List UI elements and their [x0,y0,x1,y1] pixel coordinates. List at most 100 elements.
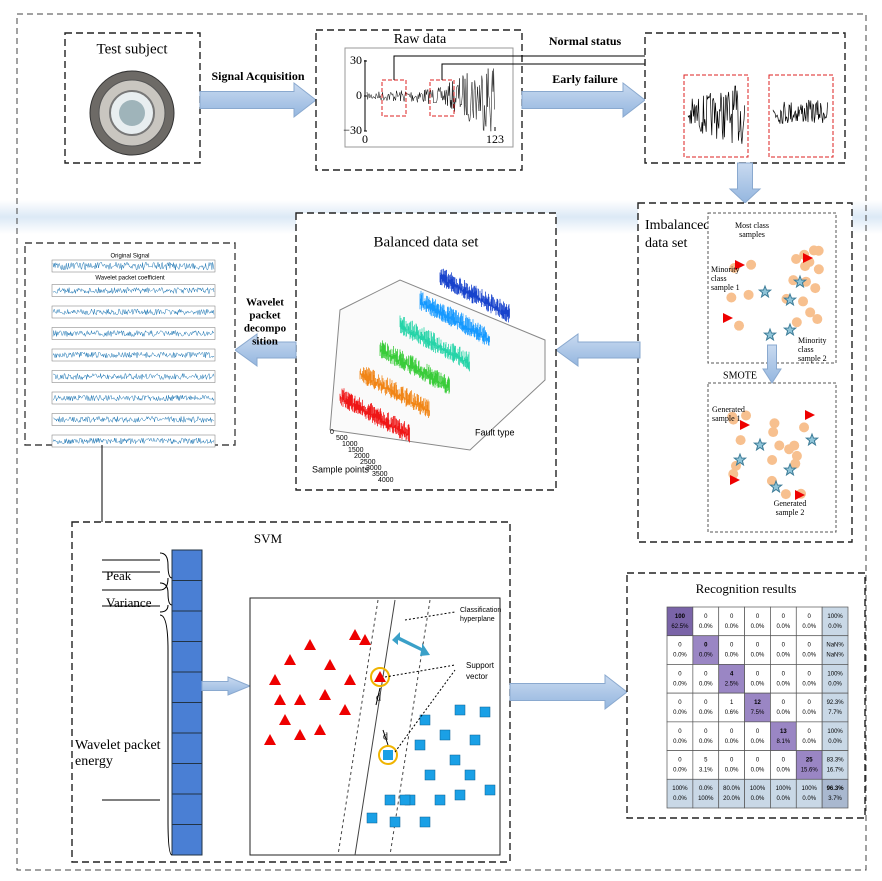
matrix-cell [796,751,822,780]
label: 96.3% [827,786,845,792]
feature-cell [172,611,202,642]
label: 0.0% [725,624,739,630]
feature-cell [172,825,202,856]
label: 0.0% [673,681,687,687]
label: 0 [330,429,334,436]
label: 100% [827,729,843,735]
class-b [435,795,445,805]
label: 0.0% [828,624,842,630]
label: 80.0% [723,786,741,792]
matrix-cell [770,636,796,665]
label: 0.0% [751,739,765,745]
label: 100% [750,786,766,792]
label: Generated [712,405,745,414]
class-b [480,707,490,717]
matrix-cell [719,751,745,780]
label: Fault type [475,427,515,437]
matrix-cell [667,636,693,665]
label: 0.0% [673,653,687,659]
matrix-cell [796,693,822,722]
label: data set [645,236,687,251]
sample [746,260,756,270]
matrix-cell [745,636,771,665]
segments-box [645,33,845,163]
matrix-cell [770,664,796,693]
label: class [711,274,727,283]
matrix-cell [822,779,848,808]
matrix-cell [796,607,822,636]
label: 100% [672,786,688,792]
label: NaN% [826,643,844,649]
label: Recognition results [696,581,797,596]
label: 0 [356,88,362,102]
label: 62.5% [671,624,689,630]
matrix-cell [719,636,745,665]
label: 0.0% [777,768,791,774]
label: 0.0% [673,796,687,802]
feature-cell [172,642,202,673]
label: 0.0% [699,653,713,659]
class-b [415,740,425,750]
label: Test subject [96,41,168,57]
matrix-cell [745,779,771,808]
sample [768,427,778,437]
matrix-cell [693,751,719,780]
label: 13 [780,729,787,735]
label: Sample points [312,464,370,474]
label: 100% [827,614,843,620]
arrow [522,83,645,117]
label: 0.0% [828,681,842,687]
label: Normal status [549,34,622,48]
label: 25 [806,758,813,764]
matrix-cell [822,636,848,665]
label: Most class [735,221,769,230]
label: 0.0% [828,739,842,745]
label: −30 [343,123,362,137]
matrix-cell [770,779,796,808]
diagram: Test subjectSignal AcquisitionRaw data30… [0,0,882,881]
label: 0.0% [751,653,765,659]
matrix-cell [770,693,796,722]
label: 8.1% [777,739,791,745]
label: 3.1% [699,768,713,774]
sample [744,290,754,300]
sample [814,246,824,256]
label: 0.0% [725,653,739,659]
label: 7.5% [751,710,765,716]
label: sample 2 [776,508,805,517]
label: sample 2 [798,354,827,363]
arrow [510,675,627,709]
label: 0.0% [777,653,791,659]
bearing [119,100,145,126]
label: decompo [244,323,287,335]
label: 7.7% [828,710,842,716]
class-b [400,795,410,805]
label: 0.0% [699,624,713,630]
matrix-cell [693,722,719,751]
sample [798,296,808,306]
label: Wavelet packet coefficient [95,276,165,282]
matrix-cell [822,607,848,636]
label: Classification [460,607,501,614]
matrix-cell [822,664,848,693]
label: 0.0% [699,786,713,792]
label: 12 [754,700,761,706]
label: 100% [827,671,843,677]
label: packet [249,310,281,322]
label: 3.7% [828,796,842,802]
sample [767,455,777,465]
sample [734,321,744,331]
matrix-cell [796,636,822,665]
class-b [390,817,400,827]
feature-cell [172,550,202,581]
matrix-cell [822,751,848,780]
feature-cell [172,794,202,825]
sample [781,489,791,499]
label: sition [252,336,278,348]
label: 83.3% [827,758,845,764]
matrix-cell [719,693,745,722]
label: Balanced data set [374,234,480,250]
sample [769,418,779,428]
label: 0.0% [699,681,713,687]
label: Minority [798,336,826,345]
